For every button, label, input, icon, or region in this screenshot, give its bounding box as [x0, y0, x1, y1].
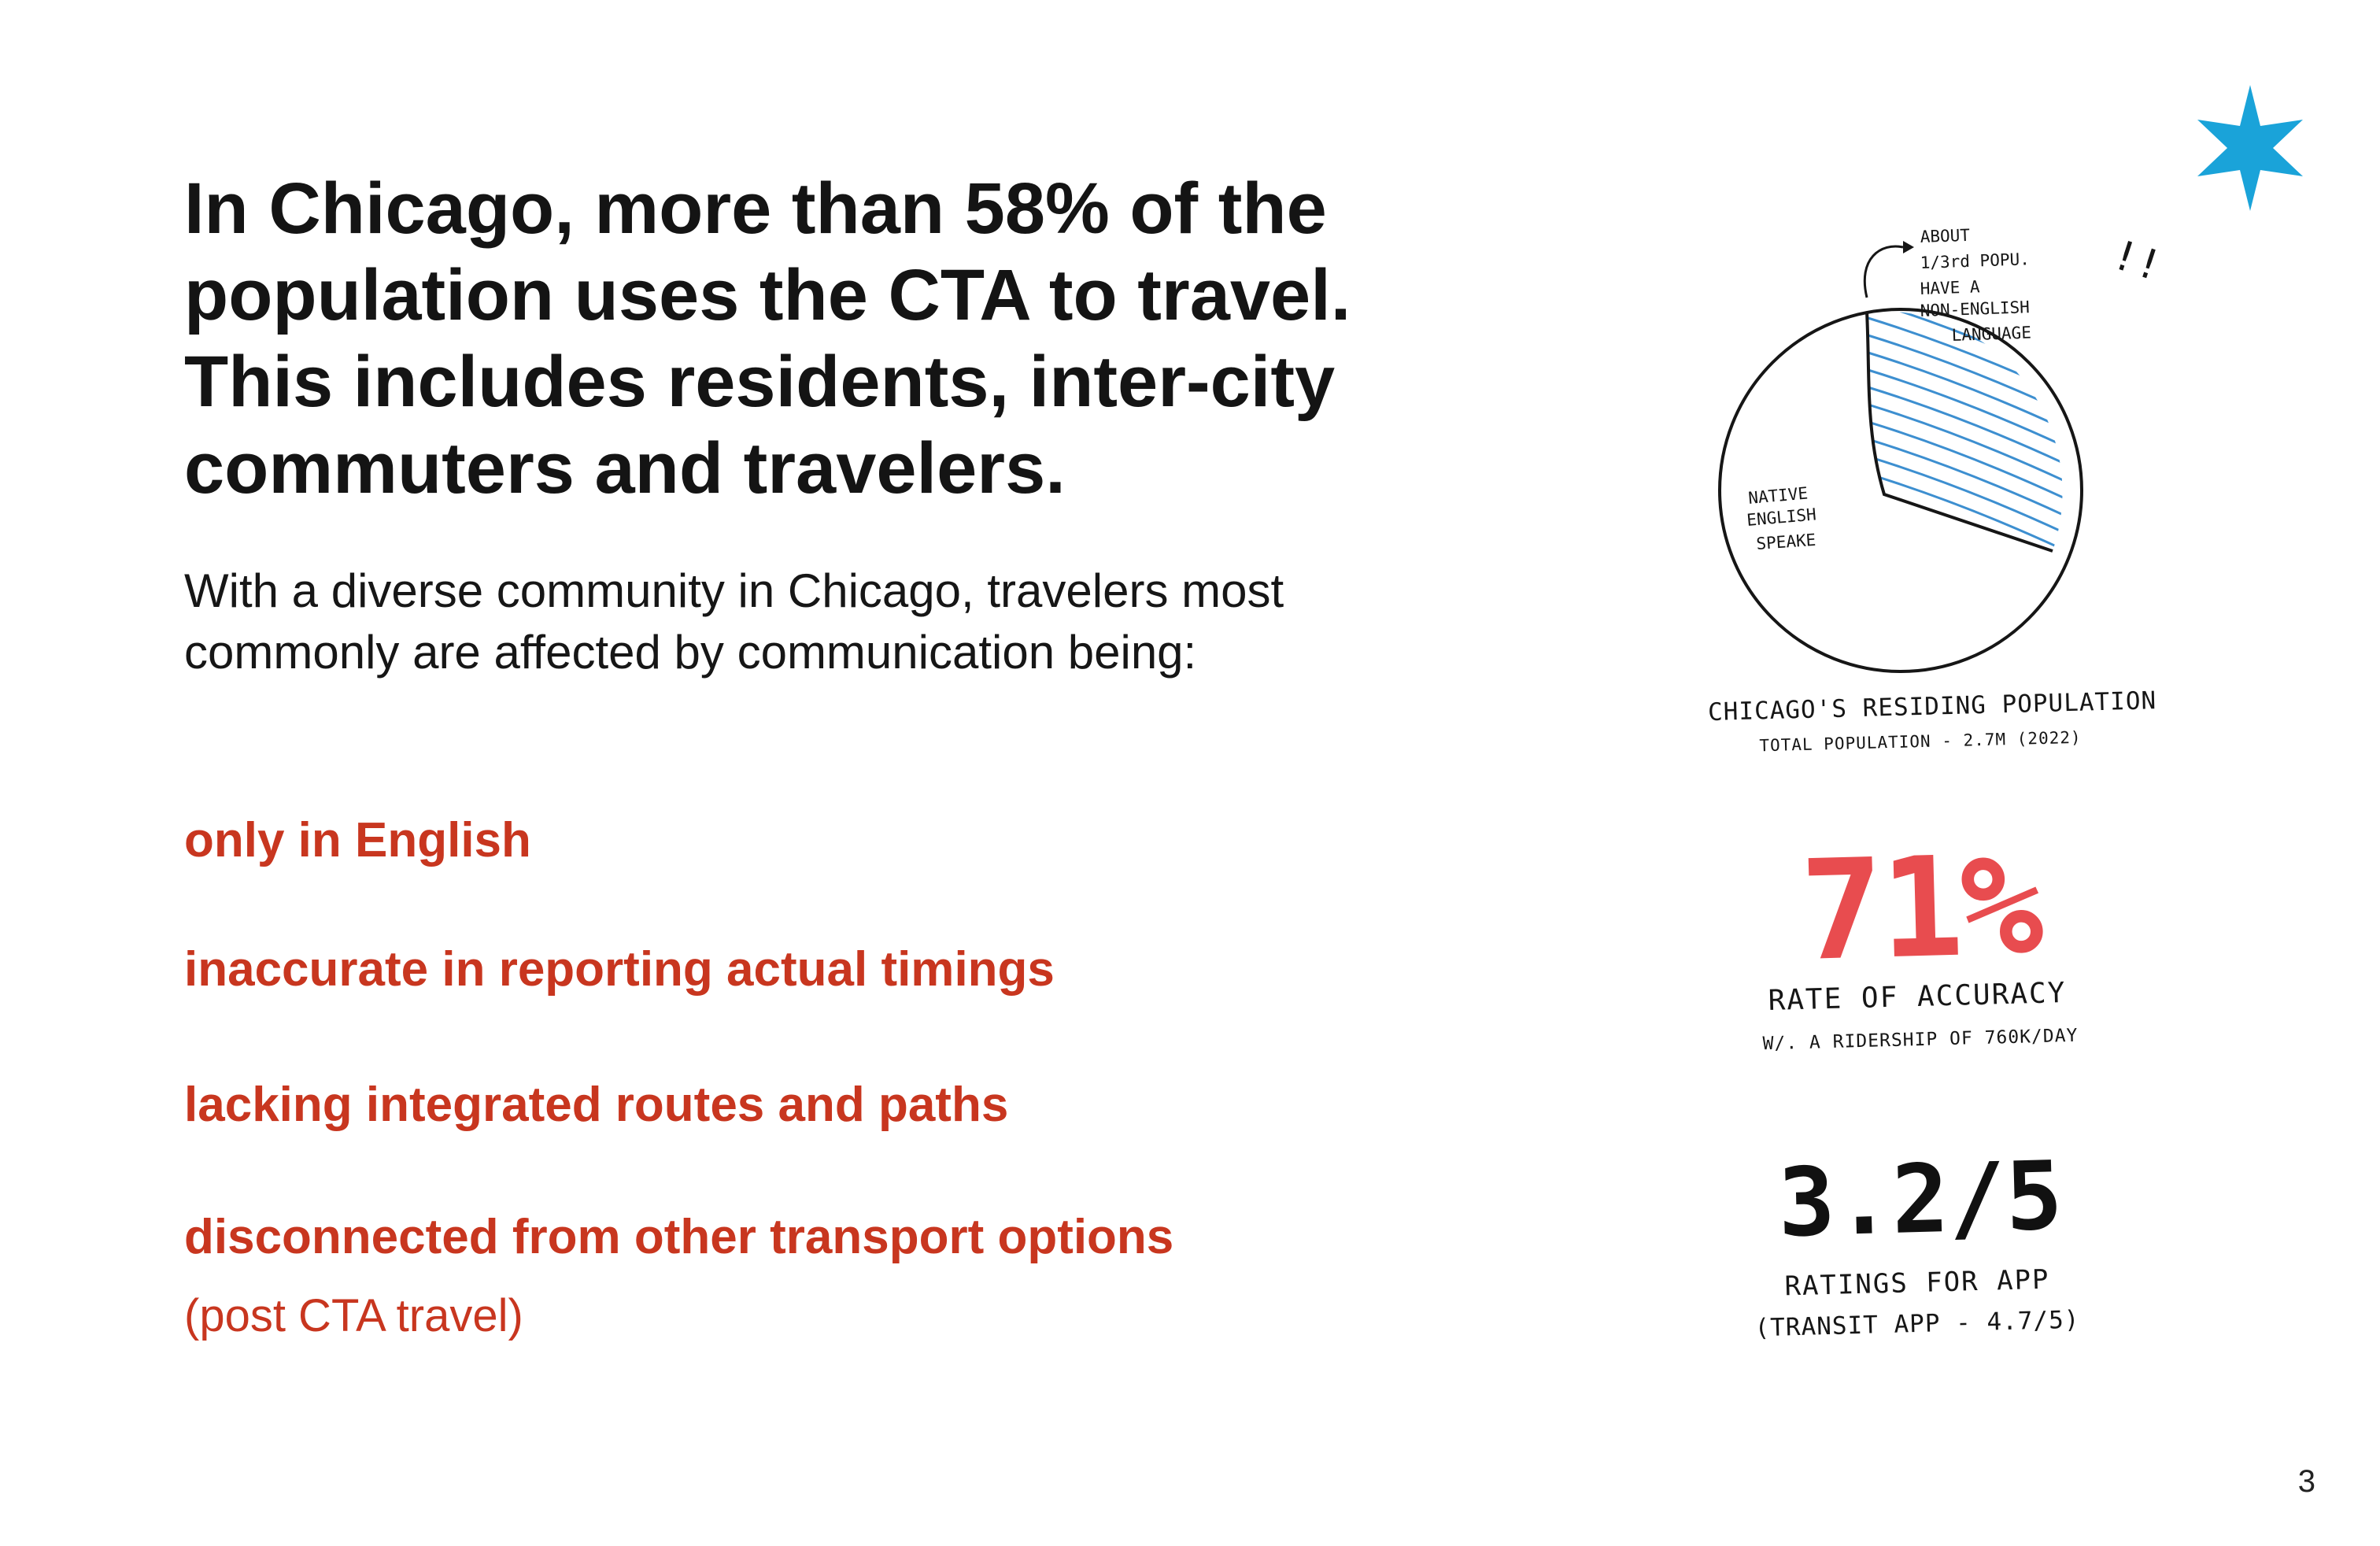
rating-label: RATINGS FOR APP	[1784, 1263, 2050, 1303]
issue-note: (post CTA travel)	[184, 1290, 523, 1341]
annotation-arrow-head	[1903, 241, 1914, 253]
intro-paragraph: With a diverse community in Chicago, tra…	[184, 560, 1522, 683]
rating-value: 3.2/5	[1776, 1141, 2064, 1259]
rating-sub: (TRANSIT APP - 4.7/5)	[1754, 1305, 2080, 1343]
native-label-line: SPEAKE	[1756, 531, 1816, 553]
issue-only-in-english: only in English	[184, 813, 531, 867]
headline-line: In Chicago, more than 58% of the	[184, 168, 1327, 249]
pie-outline	[1718, 308, 2083, 673]
pie-caption: CHICAGO'S RESIDING POPULATION	[1707, 686, 2157, 727]
population-pie-chart: ABOUT 1/3rd POPU. HAVE A NON-ENGLISH LAN…	[1718, 226, 2168, 673]
annotation-marks: !!	[2106, 231, 2168, 290]
intro-line: With a diverse community in Chicago, tra…	[184, 564, 1284, 617]
issue-lacking-routes: lacking integrated routes and paths	[184, 1078, 1009, 1132]
annotation-line: 1/3rd POPU.	[1920, 250, 2030, 272]
issue-inaccurate-timings: inaccurate in reporting actual timings	[184, 942, 1055, 997]
headline-line: population uses the CTA to travel.	[184, 255, 1351, 335]
accuracy-value: 71%	[1798, 826, 2042, 992]
native-label-line: ENGLISH	[1746, 505, 1816, 530]
pie-slice-non-english	[1867, 311, 2063, 552]
headline: In Chicago, more than 58% of the populat…	[184, 165, 1522, 512]
annotation-line: NON-ENGLISH	[1920, 298, 2030, 320]
native-label-line: NATIVE	[1747, 483, 1809, 508]
annotation-line: ABOUT	[1920, 226, 1970, 246]
pie-subcaption: TOTAL POPULATION - 2.7M (2022)	[1759, 727, 2082, 756]
chicago-star-icon	[2197, 85, 2303, 211]
intro-line: commonly are affected by communication b…	[184, 626, 1197, 679]
page-number: 3	[2297, 1464, 2315, 1499]
annotation-line: HAVE A	[1920, 277, 1980, 298]
accuracy-sub: W/. A RIDERSHIP OF 760K/DAY	[1762, 1025, 2079, 1055]
annotation-line: LANGUAGE	[1951, 323, 2031, 345]
headline-line: This includes residents, inter-city	[184, 342, 1336, 422]
pie-slice-divider	[1865, 311, 2053, 553]
issue-disconnected-transport: disconnected from other transport option…	[184, 1210, 1174, 1264]
annotation-arrow	[1863, 245, 1904, 298]
headline-line: commuters and travelers.	[184, 428, 1066, 509]
